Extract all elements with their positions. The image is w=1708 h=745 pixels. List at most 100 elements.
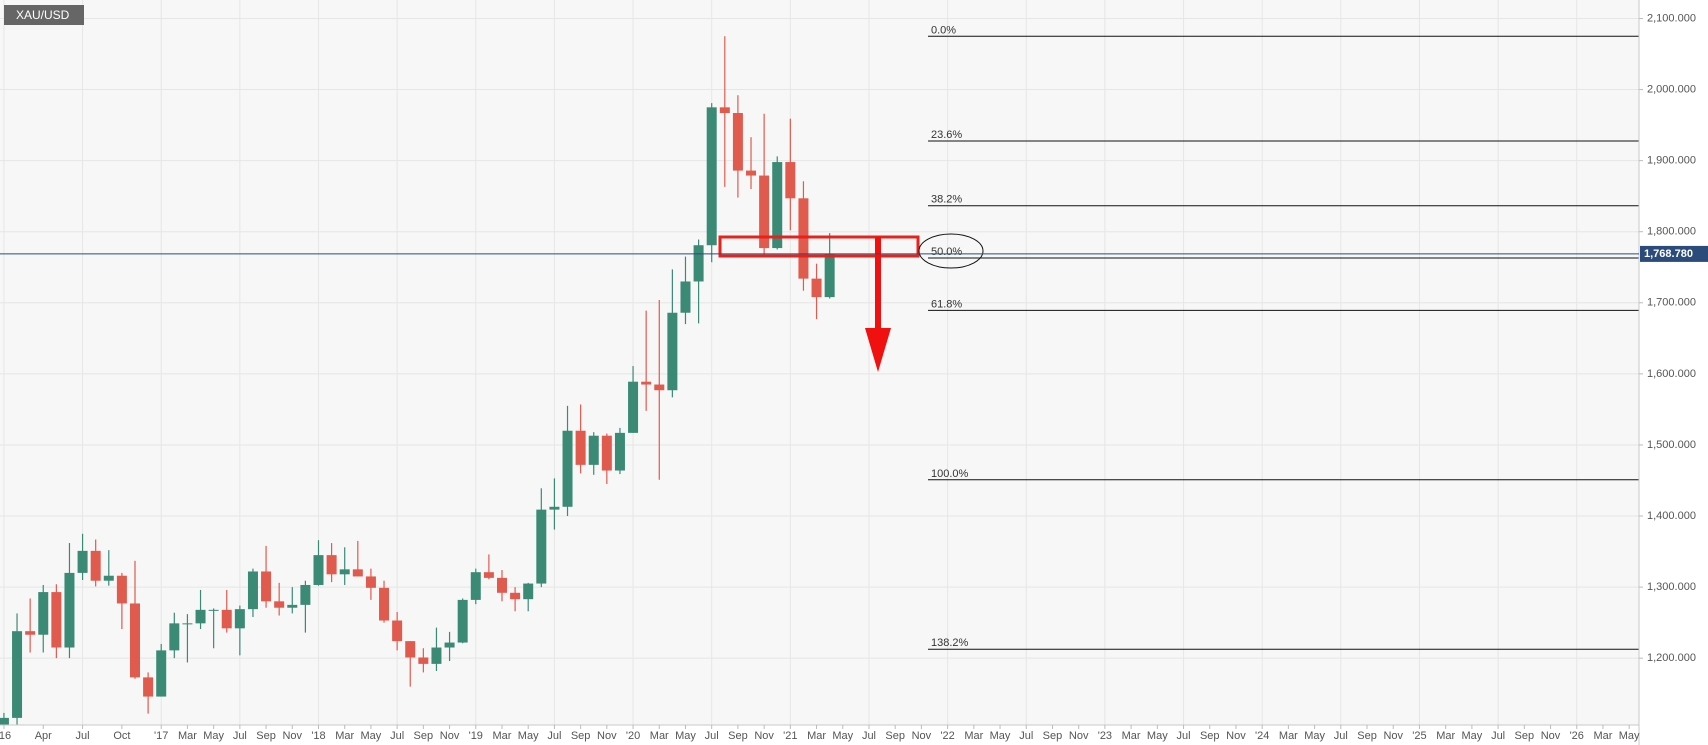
candle-body [64,572,75,648]
candle-body [379,587,390,621]
fibonacci-levels: 0.0% 23.6% 38.2% 50.0% 61.8% 100.0% 138.2% [928,24,1639,650]
axes: 1,200.000 1,300.000 1,400.000 1,500.000 1,60… [0,12,1708,742]
candle-body [326,555,337,575]
candle-body [811,278,822,298]
x-tick-label: May [1304,730,1325,742]
candle-body [785,162,796,199]
x-tick-label: Sep [256,730,276,742]
x-tick-label: Jul [390,730,404,742]
x-tick-label: Mar [178,730,197,742]
current-price-box [1640,245,1708,262]
current-price-label: 1,768.780 [1644,248,1693,260]
x-tick-label: '21 [783,730,797,742]
candle-body [339,569,350,575]
candle-body [365,576,376,588]
fib-label: 38.2% [931,194,962,206]
x-tick-label: Nov [1541,730,1561,742]
x-tick-label: May [1619,730,1640,742]
overlay [718,233,984,372]
candle-body [25,631,36,635]
candle-body [169,623,180,651]
x-tick-label: May [203,730,224,742]
candle-body [562,430,573,507]
candle-body [628,381,639,433]
x-tick-label: Sep [728,730,748,742]
x-tick-label: Nov [1226,730,1246,742]
candle-body [90,550,101,581]
y-tick-label: 1,300.000 [1647,581,1696,593]
x-tick-label: Mar [1279,730,1298,742]
y-tick-label: 1,800.000 [1647,226,1696,238]
y-tick-label: 1,200.000 [1647,652,1696,664]
x-tick-label: Mar [1593,730,1612,742]
candle-body [732,113,743,171]
x-tick-label: Jul [233,730,247,742]
y-tick-label: 1,400.000 [1647,510,1696,522]
x-tick-label: '25 [1412,730,1426,742]
y-tick-label: 2,100.000 [1647,12,1696,24]
candle-body [313,555,324,585]
candle-body [601,435,612,471]
fib-label: 0.0% [931,24,956,36]
x-tick-label: Oct [113,730,130,742]
x-tick-label: '22 [940,730,954,742]
x-tick-label: Jul [1177,730,1191,742]
highlight-ellipse [918,233,984,269]
x-tick-label: Sep [1515,730,1535,742]
candle-body [51,592,62,648]
x-tick-label: '18 [311,730,325,742]
x-tick-label: Jul [1491,730,1505,742]
candle-body [234,609,245,629]
candle-body [287,604,298,608]
x-tick-label: '16 [0,730,11,742]
candle-body [247,571,258,610]
candle-body [261,571,272,602]
candle-body [772,162,783,249]
candle-body [824,253,835,298]
candle-body [680,281,691,313]
candle-body [195,609,206,624]
candle-body [510,592,521,600]
candle-body [470,572,481,600]
x-tick-label: Jul [76,730,90,742]
x-tick-label: Mar [650,730,669,742]
candle-body [300,584,311,605]
x-tick-label: Mar [493,730,512,742]
resistance-box [718,235,920,258]
candle-body [405,641,416,658]
candle-body [523,583,534,600]
x-tick-label: Sep [1043,730,1063,742]
x-tick-label: '17 [154,730,168,742]
x-tick-label: '20 [626,730,640,742]
symbol-box [4,5,84,25]
x-tick-label: Mar [1122,730,1141,742]
y-tick-label: 1,700.000 [1647,297,1696,309]
candle-body [746,170,757,176]
x-tick-label: '24 [1255,730,1269,742]
x-tick-label: Nov [1383,730,1403,742]
candle-body [654,384,665,391]
candle-body [719,107,730,114]
candle-body [12,631,23,718]
candle-body [549,506,560,510]
candle-body [693,245,704,282]
candle-body [156,650,167,697]
candle-body [444,642,455,648]
candle-body [392,620,403,642]
x-tick-label: Jul [862,730,876,742]
candle-body [706,107,717,246]
candle-body [667,312,678,391]
x-tick-label: May [1147,730,1168,742]
candle-body [274,601,285,608]
grid [0,0,1639,725]
candle-body [457,599,468,643]
candle-body [418,657,429,664]
fib-label: 23.6% [931,129,962,141]
candle-body [588,435,599,465]
x-tick-label: May [675,730,696,742]
x-tick-label: Sep [571,730,591,742]
x-tick-label: Mar [807,730,826,742]
candle-body [641,381,652,385]
candle-body [221,609,232,629]
